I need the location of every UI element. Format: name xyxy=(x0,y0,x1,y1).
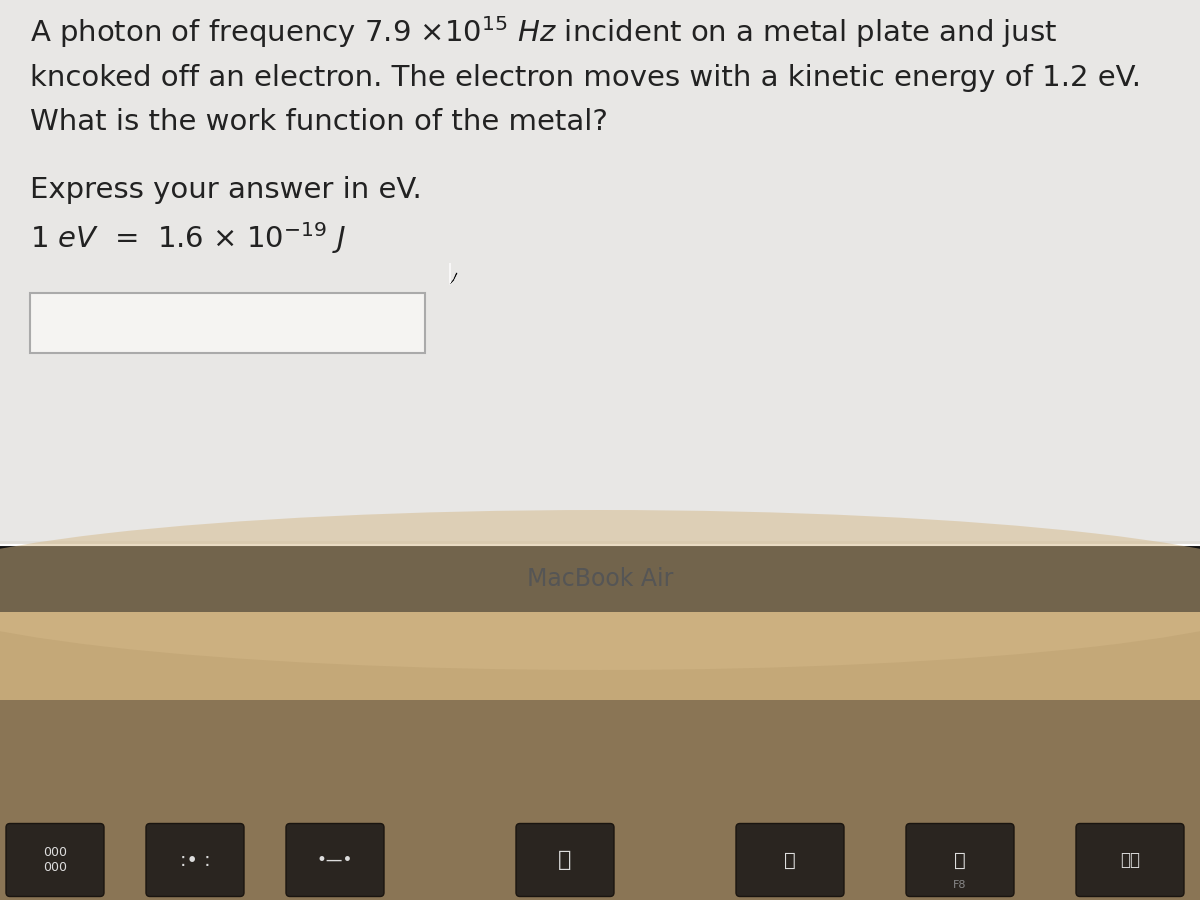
Ellipse shape xyxy=(0,510,1200,670)
FancyBboxPatch shape xyxy=(286,824,384,896)
FancyBboxPatch shape xyxy=(1076,824,1184,896)
Text: ⏭: ⏭ xyxy=(954,850,966,869)
Text: 000
000: 000 000 xyxy=(43,846,67,874)
Text: ⏯: ⏯ xyxy=(784,850,796,869)
Bar xyxy=(0,700,1200,900)
Bar xyxy=(0,0,1200,545)
FancyBboxPatch shape xyxy=(146,824,244,896)
Text: 1 $eV$  =  1.6 $\times$ 10$^{-19}$ $J$: 1 $eV$ = 1.6 $\times$ 10$^{-19}$ $J$ xyxy=(30,220,347,256)
Polygon shape xyxy=(450,263,458,285)
FancyBboxPatch shape xyxy=(736,824,844,896)
FancyBboxPatch shape xyxy=(516,824,614,896)
Text: ⏭⏭: ⏭⏭ xyxy=(1120,851,1140,869)
Text: :• :: :• : xyxy=(180,850,210,869)
Bar xyxy=(0,612,1200,700)
Text: F8: F8 xyxy=(953,880,967,890)
Text: Express your answer in eV.: Express your answer in eV. xyxy=(30,176,421,204)
Text: ⏪: ⏪ xyxy=(558,850,571,870)
Text: What is the work function of the metal?: What is the work function of the metal? xyxy=(30,108,608,136)
FancyBboxPatch shape xyxy=(906,824,1014,896)
Text: •—•: •—• xyxy=(317,851,353,869)
Text: kncoked off an electron. The electron moves with a kinetic energy of 1.2 eV.: kncoked off an electron. The electron mo… xyxy=(30,64,1141,92)
Text: MacBook Air: MacBook Air xyxy=(527,566,673,590)
FancyBboxPatch shape xyxy=(30,293,425,353)
FancyBboxPatch shape xyxy=(6,824,104,896)
Bar xyxy=(0,545,1200,612)
Text: A photon of frequency 7.9 $\times$10$^{15}$ $\it{Hz}$ incident on a metal plate : A photon of frequency 7.9 $\times$10$^{1… xyxy=(30,14,1057,50)
